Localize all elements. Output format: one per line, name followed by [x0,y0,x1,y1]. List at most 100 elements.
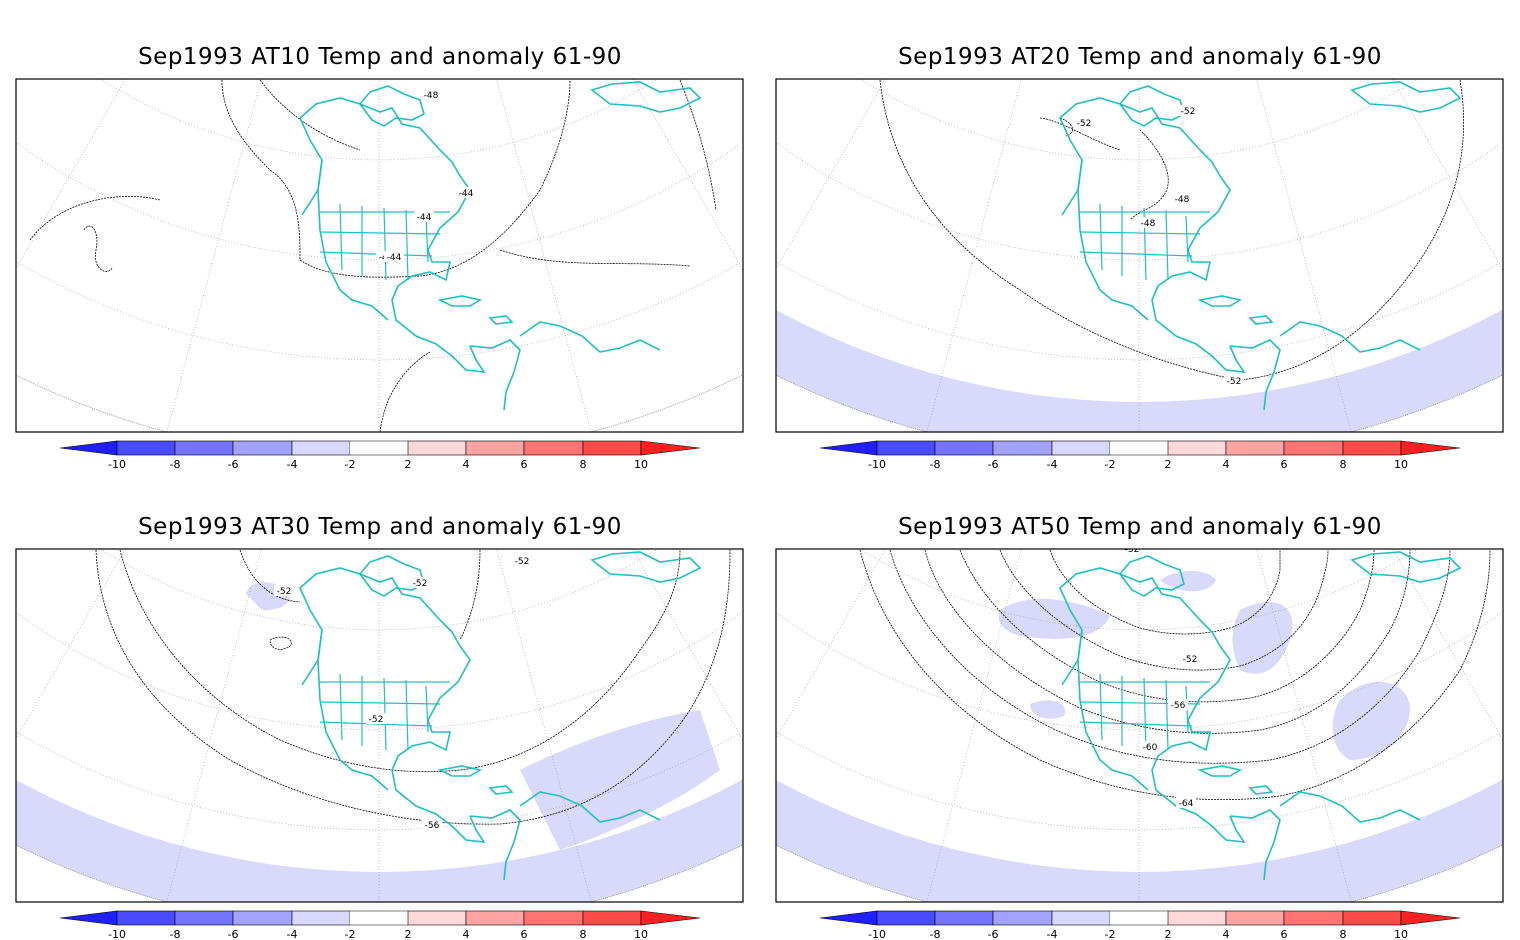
temperature-contour [924,549,1411,734]
meridian-line [496,79,592,432]
meridian-line [676,470,760,690]
colorbar-tick-label: 2 [1165,458,1172,470]
coastline [1077,159,1149,321]
coastline [469,809,521,881]
coastline [299,567,486,843]
coastline [1229,809,1281,881]
colorbar-tick-label: -10 [108,458,126,470]
colorbar-tick-label: 6 [521,928,528,940]
meridian-line [776,79,886,270]
colorbar-tick-label: 10 [1394,458,1408,470]
colorbar-segment [291,440,351,456]
meridian-line [1436,470,1520,690]
colorbar: -10 -8 -6 -4 -2 2 4 6 8 10 [819,910,1461,940]
colorbar-tick-label: 6 [1281,458,1288,470]
anomaly-patch [1332,681,1410,760]
contour-label: -44 [459,189,474,199]
coastline [1248,785,1274,795]
map-frame [15,78,744,433]
colorbar-segment [582,910,642,926]
colorbar: -10 -8 -6 -4 -2 2 4 6 8 10 [59,440,701,470]
coastline [1279,321,1421,353]
coastline [1059,567,1246,843]
anomaly-patch [520,710,720,850]
colorbar-tick-label: 4 [1223,928,1230,940]
colorbar-segment [232,910,293,926]
temperature-contour [239,549,301,603]
colorbar-arrow-right [1400,910,1461,926]
colorbar-segment [1225,910,1285,926]
latitude-circle [859,79,1419,161]
temperature-contour [889,549,1451,764]
colorbar-segment [291,910,351,926]
temperature-contour [83,225,113,272]
state-border [1079,251,1193,257]
meridian-line [1503,470,1520,520]
latitude-circle [99,79,659,161]
meridian-line [632,79,743,272]
colorbar-tick-label: -8 [170,928,181,940]
contour-label: -52 [369,715,384,725]
temperature-contour [999,549,1329,671]
map-content: -52 -52 -48 -48 -52 [760,0,1520,432]
colorbar-tick-label: 8 [580,928,587,940]
meridian-line [0,470,15,520]
meridian-line [16,549,126,740]
latitude-circle [0,470,760,530]
coastline [488,315,514,325]
contour-label: -52 [277,587,292,597]
colorbar-tick-label: 10 [634,458,648,470]
colorbar-segment [1283,440,1344,456]
state-border [1099,203,1103,271]
state-border [405,209,409,281]
panel-at10: Sep1993 AT10 Temp and anomaly 61-90 -48-… [0,0,760,470]
temperature-contour [29,195,161,241]
colorbar-segment [876,440,936,456]
contour-label: -52 [413,579,428,589]
state-border [1185,215,1189,263]
meridian-line [676,0,760,220]
panel-at50: Sep1993 AT50 Temp and anomaly 61-90 -52-… [760,470,1520,940]
state-border [339,203,343,271]
colorbar-tick-label: 8 [580,458,587,470]
state-border [339,673,343,741]
anomaly-band [776,309,1503,432]
colorbar-tick-label: -10 [868,458,886,470]
meridian-line [743,0,760,50]
colorbar-tick-label: -8 [930,928,941,940]
colorbar-arrow-left [59,440,118,456]
temperature-contour [959,549,1375,703]
contour-label: -48 [1175,195,1190,205]
map-at30: -52 -52 -52 -52 -56 -10 -8 -6 -4 -2 2 4 6 8 10 [0,470,760,940]
colorbar-tick-label: -2 [1105,458,1116,470]
meridian-line [1392,79,1503,272]
map-frame [775,78,1504,433]
panel-title: Sep1993 AT20 Temp and anomaly 61-90 [898,44,1382,70]
colorbar-tick-label: -4 [1047,458,1058,470]
meridian-line [1503,0,1520,50]
coastline [358,85,425,127]
meridian-line [760,470,775,520]
colorbar-arrow-right [1400,440,1461,456]
contour-label: -56 [425,821,440,831]
meridian-line [16,79,126,270]
meridian-line [760,0,775,50]
colorbar-tick-label: -10 [108,928,126,940]
latitude-circle [776,260,1503,361]
contour-label: -48 [1141,219,1156,229]
temperature-contour [459,549,481,641]
map-content: -52 -52 -56 -60 -64 [760,470,1520,902]
contour-label: -44 [417,213,432,223]
colorbar-segment [232,440,293,456]
colorbar-segment [350,911,408,925]
colorbar-tick-label: -2 [1105,928,1116,940]
colorbar-segment [1283,910,1344,926]
latitude-circle [776,730,1503,831]
contour-label: -44 [387,253,402,263]
colorbar-segment [992,910,1053,926]
meridian-line [760,0,842,220]
temperature-contour [679,79,717,211]
colorbar-arrow-left [819,910,878,926]
anomaly-band [16,779,743,902]
meridian-line [166,549,262,902]
